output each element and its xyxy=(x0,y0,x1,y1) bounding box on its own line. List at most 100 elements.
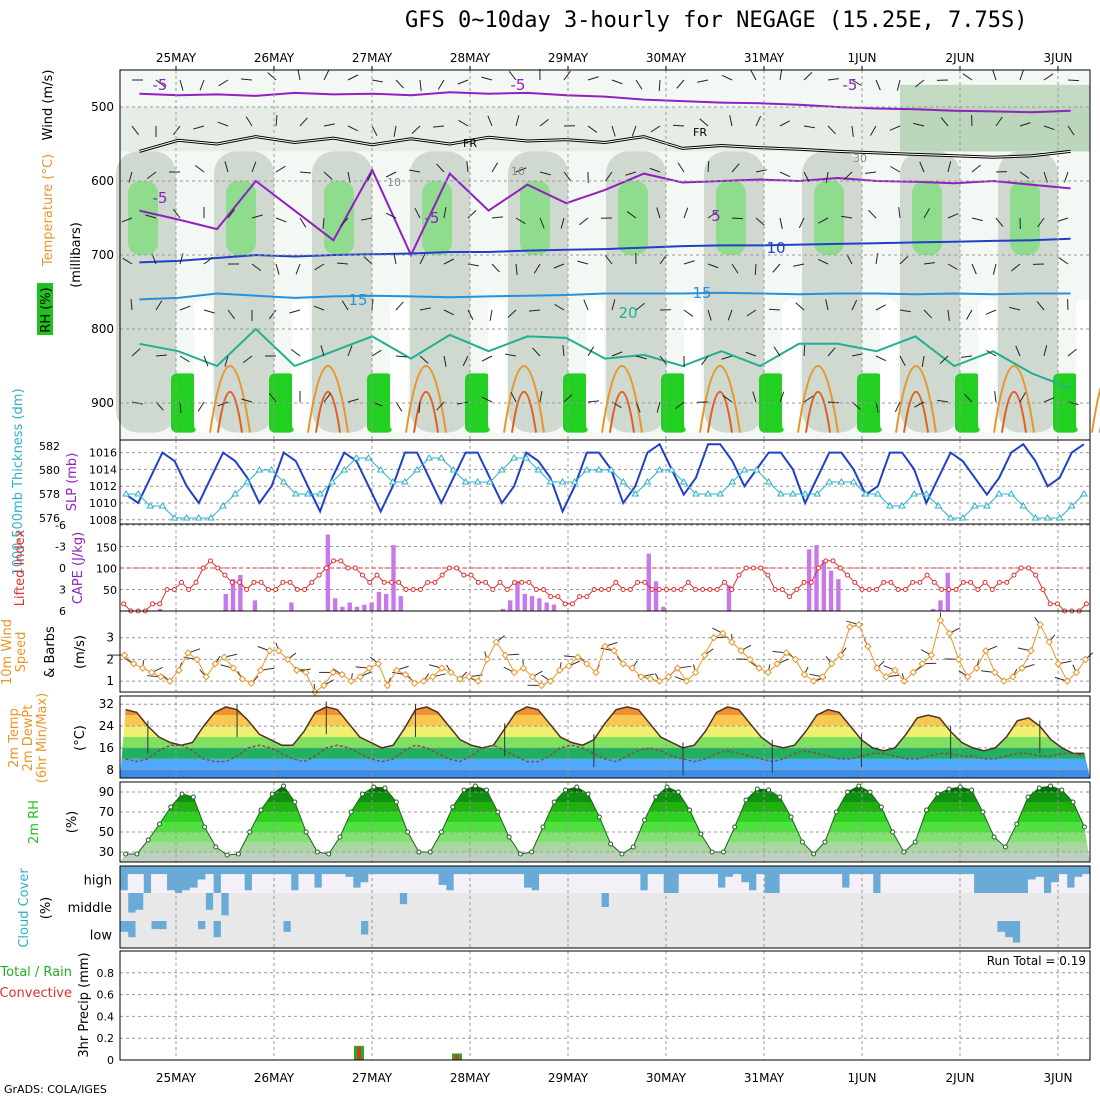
wind-speed-point xyxy=(954,655,963,664)
cloud-clear-bar xyxy=(306,893,315,921)
thickness-point xyxy=(388,478,397,485)
cloud-clear-bar xyxy=(275,874,284,893)
wind-speed-point xyxy=(927,651,936,659)
rh-point xyxy=(878,804,884,810)
li-point xyxy=(179,579,185,585)
cloud-clear-bar xyxy=(593,874,602,893)
wind-barb xyxy=(914,401,925,408)
wind-barb xyxy=(611,125,616,137)
cloud-clear-bar xyxy=(639,893,649,921)
cloud-clear-bar xyxy=(810,874,819,893)
rh-dry-core xyxy=(880,299,898,433)
contour-label: 20 xyxy=(618,304,637,322)
cloud-clear-bar xyxy=(841,921,850,948)
rh-point xyxy=(845,789,850,795)
rh-dry-core xyxy=(292,299,310,433)
y-tick-label: 500 xyxy=(91,100,114,114)
li-point xyxy=(229,579,235,585)
cloud-clear-bar xyxy=(251,874,261,893)
cloud-clear-bar xyxy=(802,921,812,948)
rh-point xyxy=(574,784,580,790)
cape-bar xyxy=(332,598,338,611)
cloud-clear-bar xyxy=(686,921,695,948)
y-tick-label: 1010 xyxy=(89,497,117,510)
rh-point xyxy=(912,839,918,845)
cloud-clear-bar xyxy=(903,893,913,921)
wind-barb xyxy=(650,125,661,133)
wind-speed-point xyxy=(537,681,546,690)
cloud-clear-bar xyxy=(453,893,462,921)
wind-speed-point xyxy=(782,649,791,657)
axis-label: Wind (m/s) xyxy=(41,70,56,141)
wind-barb xyxy=(699,118,709,127)
wind-barb xyxy=(508,71,517,81)
cloud-clear-bar xyxy=(577,893,587,921)
cloud-clear-bar xyxy=(282,931,292,948)
wind-speed-point xyxy=(265,647,274,655)
li-point xyxy=(779,587,785,592)
cloud-clear-bar xyxy=(655,874,664,893)
rh-shade xyxy=(912,181,942,255)
rh-point xyxy=(754,786,760,792)
rh-shade xyxy=(900,84,1090,152)
wind-barb xyxy=(393,253,397,265)
wind-barb xyxy=(275,114,278,127)
wind-barb xyxy=(1037,217,1045,228)
cloud-clear-bar xyxy=(321,874,331,893)
thickness-point xyxy=(716,490,725,497)
wind-speed-point xyxy=(991,668,999,677)
cloud-clear-bar xyxy=(919,893,928,921)
cloud-clear-bar xyxy=(345,893,354,921)
wind-barb xyxy=(1058,257,1069,265)
cloud-clear-bar xyxy=(445,890,455,893)
y-tick-label: 0 xyxy=(59,562,66,575)
cloud-row-label: high xyxy=(84,874,112,889)
thickness-point xyxy=(922,490,931,497)
cloud-clear-bar xyxy=(570,893,579,921)
y-tick-label: 90 xyxy=(99,785,114,799)
cloud-clear-bar xyxy=(228,874,237,893)
li-point xyxy=(859,587,865,592)
wind-barb xyxy=(939,355,949,365)
wind-barb xyxy=(899,255,909,265)
cloud-clear-bar xyxy=(438,884,447,893)
axis-label-line: CAPE (J/kg) xyxy=(71,532,86,604)
wind-barb xyxy=(683,207,689,219)
wind-barb xyxy=(1019,122,1031,127)
li-point xyxy=(1018,565,1024,571)
wind-barb xyxy=(825,299,829,311)
cloud-clear-bar xyxy=(608,874,618,893)
li-point xyxy=(765,572,771,578)
li-point xyxy=(396,579,402,585)
cloud-clear-bar xyxy=(996,931,1006,948)
rh-point xyxy=(551,799,557,805)
wind-barb xyxy=(626,211,637,219)
li-point xyxy=(656,587,662,592)
wind-barb xyxy=(539,171,551,176)
rh-point xyxy=(788,814,794,820)
y-tick-label: 0 xyxy=(107,1054,114,1067)
cloud-clear-bar xyxy=(996,893,1006,921)
wind-barb xyxy=(193,125,205,130)
wind-speed-point xyxy=(492,638,500,646)
wind-barb xyxy=(130,298,133,311)
wind-barb xyxy=(1019,69,1025,81)
wind-barb xyxy=(322,217,325,230)
cloud-clear-bar xyxy=(329,921,338,948)
wind-speed-point xyxy=(773,660,781,668)
thickness-point xyxy=(813,490,822,497)
wind-speed-point xyxy=(148,668,156,677)
cloud-panel: high middle low Cloud Cover (%) xyxy=(17,865,1091,949)
li-point xyxy=(207,558,213,564)
thickness-point xyxy=(267,466,276,473)
precip-panel: 0 0.2 0.4 0.6 0.8 Run Total = 0.19 Total / Rai… xyxy=(0,950,1091,1067)
li-point xyxy=(258,579,264,585)
rh-shade xyxy=(618,181,648,255)
temp2m-panel: 8 16 24 32 2m Temp2m DewPt(6hr Min/Max) (°C) xyxy=(7,693,1091,783)
cloud-clear-bar xyxy=(476,874,486,893)
wind-barb xyxy=(870,125,877,136)
li-point xyxy=(302,587,308,592)
y-tick-label: 1016 xyxy=(89,447,117,460)
wind-speed-point xyxy=(809,677,818,685)
rh-shade xyxy=(1053,373,1079,433)
